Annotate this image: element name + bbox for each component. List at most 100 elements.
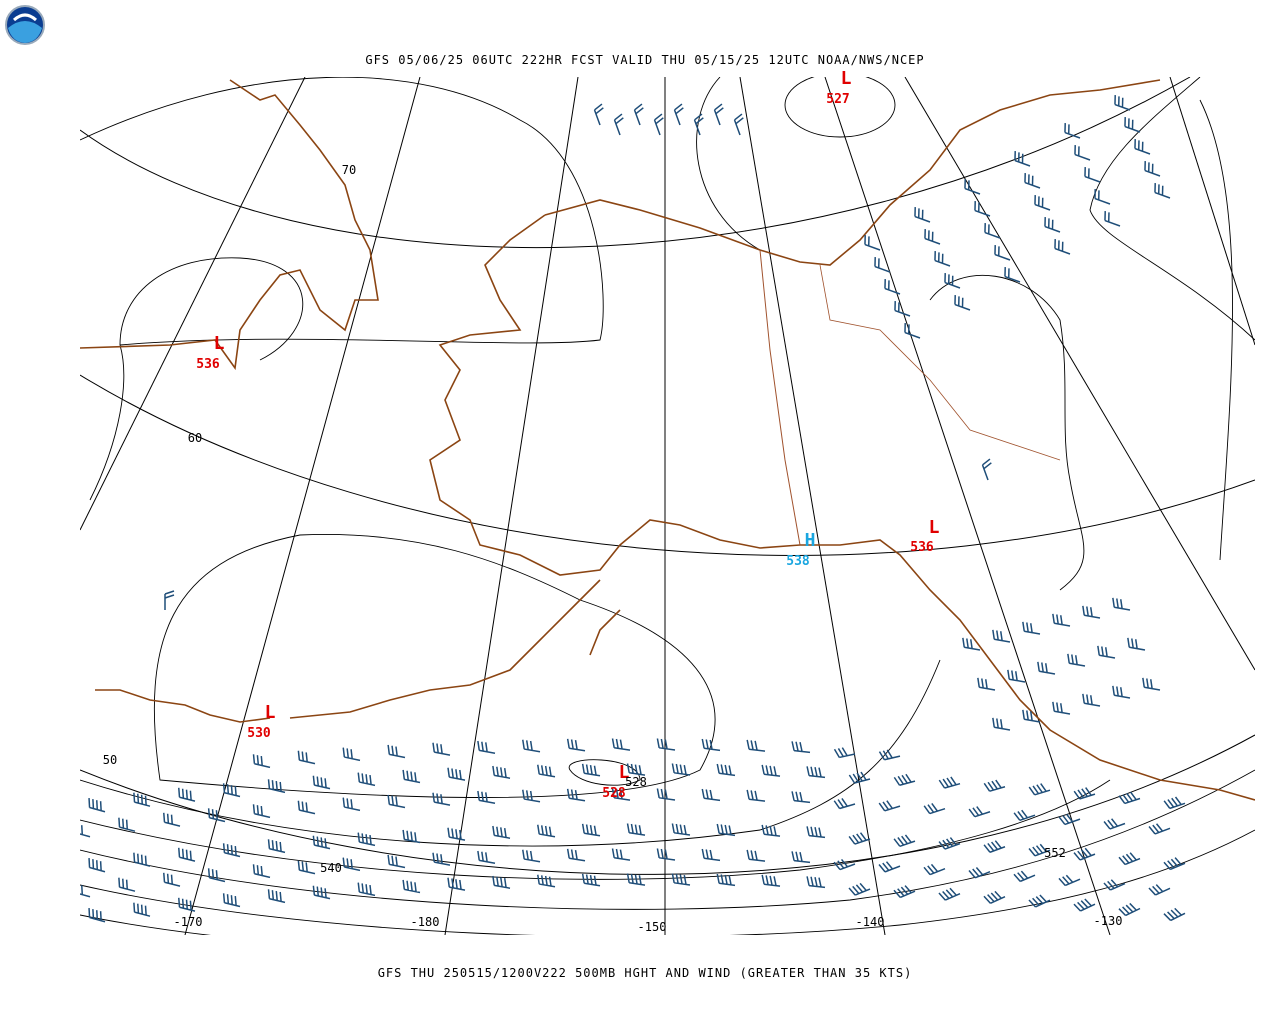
noaa-logo — [5, 5, 45, 45]
wind-barb — [312, 885, 331, 900]
wind-barb — [342, 797, 361, 812]
wind-barb — [701, 738, 721, 752]
wind-barb — [656, 848, 676, 861]
wind-barb — [984, 223, 1001, 239]
lat-label: 70 — [342, 163, 356, 177]
wind-barb — [1004, 267, 1021, 283]
wind-barb — [1034, 195, 1051, 211]
wind-barb — [633, 103, 644, 126]
wind-barb — [893, 885, 916, 899]
wind-barb — [1142, 677, 1161, 691]
wind-barb — [522, 789, 541, 803]
center-symbol: L — [214, 333, 225, 354]
wind-barb — [387, 744, 406, 759]
wind-barb — [252, 804, 271, 819]
wind-barb — [581, 873, 601, 887]
wind-barb — [848, 882, 871, 896]
wind-barb — [1163, 796, 1186, 810]
wind-barb — [653, 113, 664, 136]
wind-barb — [791, 741, 811, 754]
wind-barb — [1112, 597, 1131, 611]
wind-barb — [1082, 693, 1101, 707]
wind-barb — [402, 769, 421, 784]
wind-barb — [611, 788, 631, 801]
wind-barb — [402, 879, 421, 894]
wind-barb — [357, 832, 376, 847]
wind-barb — [1067, 653, 1086, 667]
wind-barb — [1082, 605, 1101, 619]
wind-barb — [164, 590, 175, 610]
wind-barb — [923, 803, 946, 815]
wind-barb — [492, 825, 511, 839]
border — [819, 264, 1061, 461]
lon-label: -130 — [1094, 914, 1123, 928]
wind-barb — [402, 829, 421, 844]
contour-label: 552 — [1044, 846, 1066, 860]
wind-barb — [833, 798, 856, 810]
wind-barb — [864, 235, 881, 251]
wind-barb — [1148, 884, 1171, 896]
wind-barb — [342, 857, 361, 872]
wind-barb — [297, 860, 316, 875]
contour-label: 540 — [320, 861, 342, 875]
wind-barb — [1058, 813, 1081, 826]
wind-barb — [874, 257, 891, 273]
wind-barb — [878, 861, 901, 873]
wind-barb — [1112, 685, 1131, 699]
wind-barb — [477, 790, 496, 804]
wind-barb — [1037, 661, 1056, 675]
wind-barb — [1104, 211, 1121, 227]
coastline — [80, 79, 1255, 801]
wind-barb — [222, 843, 241, 858]
wind-barb — [357, 882, 376, 897]
wind-barb — [1022, 621, 1041, 635]
wind-barb — [342, 747, 361, 762]
wind-barb — [1028, 783, 1051, 796]
wind-barb — [611, 848, 631, 861]
wind-barbs — [80, 95, 1186, 923]
wind-barb — [923, 863, 946, 876]
wind-barb — [133, 852, 151, 867]
wind-barb — [1163, 857, 1186, 871]
wind-barb — [914, 207, 931, 223]
wind-barb — [477, 850, 496, 864]
wind-barb — [492, 765, 511, 779]
wind-barb — [163, 872, 181, 887]
wind-barb — [806, 876, 826, 889]
center-symbol: L — [619, 762, 630, 783]
wind-barb — [1013, 809, 1036, 822]
lat-label: 60 — [188, 431, 202, 445]
wind-barb — [761, 764, 781, 777]
wind-barb — [746, 739, 766, 752]
wind-barb — [968, 867, 991, 879]
wind-barb — [537, 824, 556, 838]
wind-barb — [613, 113, 624, 136]
wind-barb — [983, 779, 1006, 792]
wind-barb — [312, 835, 331, 850]
header-title: GFS 05/06/25 06UTC 222HR FCST VALID THU … — [365, 53, 924, 67]
wind-barb — [1052, 701, 1071, 715]
wind-barb — [1114, 95, 1131, 111]
wind-barb — [566, 848, 586, 862]
lon-label: -140 — [856, 915, 885, 929]
wind-barb — [447, 877, 466, 891]
wind-barb — [297, 800, 316, 815]
footer-caption: GFS THU 250515/1200V222 500MB HGHT AND W… — [378, 966, 913, 980]
wind-barb — [894, 301, 911, 317]
wind-barb — [983, 890, 1006, 904]
wind-barb — [222, 783, 241, 798]
wind-barb — [713, 103, 724, 126]
wind-barb — [492, 875, 511, 889]
wind-barb — [133, 902, 151, 917]
center-symbol: L — [841, 68, 852, 89]
graticule — [80, 77, 1255, 935]
wind-barb — [981, 458, 992, 481]
wind-barb — [133, 792, 151, 807]
wind-barb — [1013, 870, 1036, 883]
wind-barb — [1144, 161, 1161, 177]
wind-barb — [593, 103, 604, 126]
center-value: 536 — [196, 357, 220, 372]
wind-barb — [656, 738, 676, 751]
center-value: 538 — [786, 554, 810, 569]
wind-barb — [1073, 898, 1096, 912]
